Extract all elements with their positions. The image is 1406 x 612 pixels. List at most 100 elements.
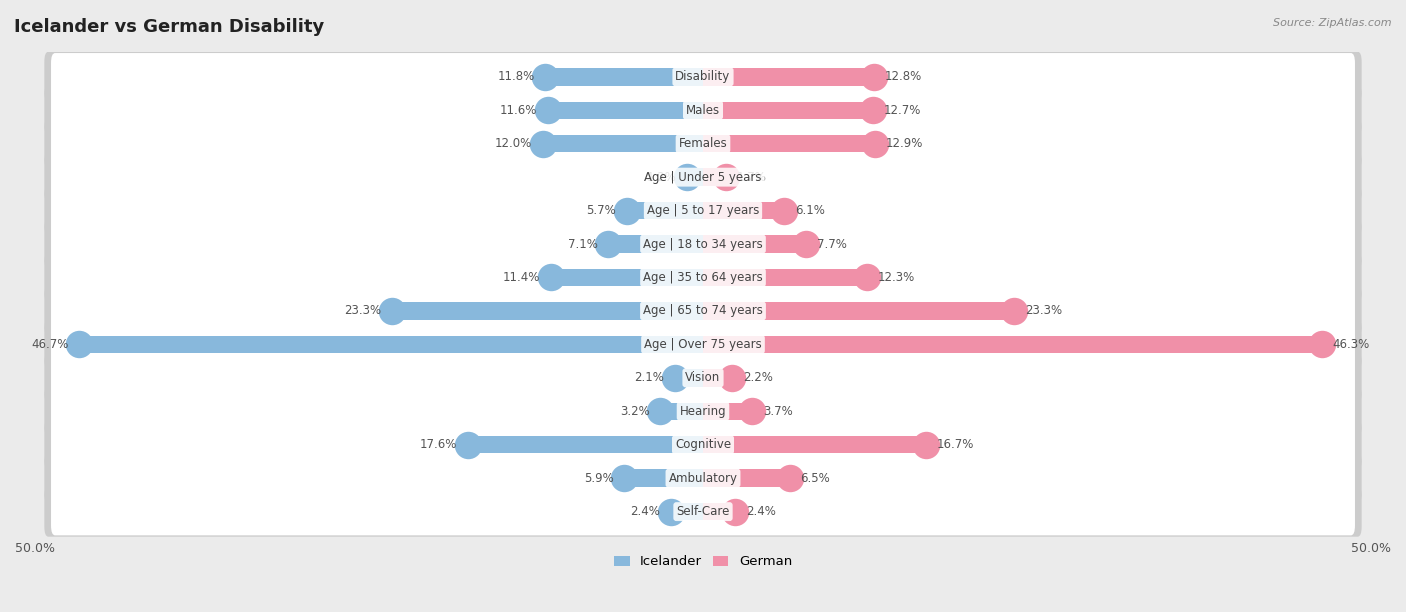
Bar (703, 336, 1322, 353)
FancyBboxPatch shape (51, 187, 1355, 234)
Text: Age | 35 to 64 years: Age | 35 to 64 years (643, 271, 763, 284)
Bar (703, 269, 868, 286)
Bar (548, 102, 703, 119)
Bar (671, 503, 703, 520)
Text: 2.2%: 2.2% (744, 371, 773, 384)
FancyBboxPatch shape (45, 185, 1361, 236)
Bar (468, 436, 703, 453)
Bar (79, 336, 703, 353)
Text: 3.7%: 3.7% (763, 405, 793, 418)
Text: 2.4%: 2.4% (630, 505, 661, 518)
Bar (703, 68, 875, 86)
Bar (703, 369, 733, 387)
FancyBboxPatch shape (51, 220, 1355, 268)
Text: 46.3%: 46.3% (1333, 338, 1369, 351)
Bar (703, 436, 927, 453)
FancyBboxPatch shape (51, 354, 1355, 401)
Text: Age | 5 to 17 years: Age | 5 to 17 years (647, 204, 759, 217)
Text: 12.7%: 12.7% (883, 104, 921, 117)
Bar (624, 469, 703, 487)
Text: Cognitive: Cognitive (675, 438, 731, 451)
Text: 16.7%: 16.7% (936, 438, 974, 451)
FancyBboxPatch shape (45, 319, 1361, 370)
Text: 3.2%: 3.2% (620, 405, 650, 418)
FancyBboxPatch shape (45, 453, 1361, 503)
FancyBboxPatch shape (45, 219, 1361, 269)
FancyBboxPatch shape (51, 488, 1355, 536)
Text: 23.3%: 23.3% (344, 304, 381, 318)
Text: 7.7%: 7.7% (817, 237, 846, 250)
Text: 11.4%: 11.4% (502, 271, 540, 284)
FancyBboxPatch shape (51, 120, 1355, 168)
Text: 5.9%: 5.9% (583, 472, 613, 485)
FancyBboxPatch shape (45, 52, 1361, 102)
Text: 2.1%: 2.1% (634, 371, 664, 384)
Bar (703, 168, 725, 186)
Text: 23.3%: 23.3% (1025, 304, 1062, 318)
FancyBboxPatch shape (51, 321, 1355, 368)
Bar (543, 135, 703, 152)
Bar (703, 135, 876, 152)
Bar (661, 403, 703, 420)
Bar (703, 503, 735, 520)
FancyBboxPatch shape (51, 154, 1355, 201)
FancyBboxPatch shape (51, 287, 1355, 335)
Text: Ambulatory: Ambulatory (668, 472, 738, 485)
Text: Source: ZipAtlas.com: Source: ZipAtlas.com (1274, 18, 1392, 28)
Text: 12.3%: 12.3% (877, 271, 915, 284)
Text: Females: Females (679, 137, 727, 150)
Bar (627, 202, 703, 219)
Legend: Icelander, German: Icelander, German (609, 550, 797, 574)
Text: 2.4%: 2.4% (745, 505, 776, 518)
Bar (688, 168, 703, 186)
FancyBboxPatch shape (45, 386, 1361, 436)
Bar (703, 236, 806, 253)
Text: 12.9%: 12.9% (886, 137, 924, 150)
Text: Hearing: Hearing (679, 405, 727, 418)
Bar (703, 403, 752, 420)
Text: Age | 18 to 34 years: Age | 18 to 34 years (643, 237, 763, 250)
Text: Age | 65 to 74 years: Age | 65 to 74 years (643, 304, 763, 318)
FancyBboxPatch shape (51, 455, 1355, 502)
Bar (609, 236, 703, 253)
FancyBboxPatch shape (45, 85, 1361, 135)
Text: 12.8%: 12.8% (884, 70, 922, 83)
FancyBboxPatch shape (51, 53, 1355, 100)
Bar (703, 102, 873, 119)
Text: 6.5%: 6.5% (800, 472, 831, 485)
Text: Icelander vs German Disability: Icelander vs German Disability (14, 18, 325, 36)
Text: Vision: Vision (685, 371, 721, 384)
Bar (703, 302, 1014, 319)
Bar (675, 369, 703, 387)
FancyBboxPatch shape (51, 86, 1355, 134)
Text: Age | Under 5 years: Age | Under 5 years (644, 171, 762, 184)
FancyBboxPatch shape (45, 420, 1361, 470)
FancyBboxPatch shape (51, 421, 1355, 468)
Text: Disability: Disability (675, 70, 731, 83)
Text: 5.7%: 5.7% (586, 204, 616, 217)
FancyBboxPatch shape (45, 353, 1361, 403)
FancyBboxPatch shape (45, 152, 1361, 202)
FancyBboxPatch shape (51, 254, 1355, 301)
Text: 12.0%: 12.0% (495, 137, 531, 150)
Text: Age | Over 75 years: Age | Over 75 years (644, 338, 762, 351)
Bar (703, 469, 790, 487)
Bar (546, 68, 703, 86)
FancyBboxPatch shape (45, 252, 1361, 302)
FancyBboxPatch shape (45, 119, 1361, 169)
Bar (551, 269, 703, 286)
Text: 46.7%: 46.7% (31, 338, 69, 351)
Text: 17.6%: 17.6% (420, 438, 457, 451)
Text: 7.1%: 7.1% (568, 237, 598, 250)
Text: 1.7%: 1.7% (737, 171, 766, 184)
Text: Males: Males (686, 104, 720, 117)
Text: 11.6%: 11.6% (501, 104, 537, 117)
FancyBboxPatch shape (51, 387, 1355, 435)
Bar (703, 202, 785, 219)
Text: 1.2%: 1.2% (647, 171, 676, 184)
Bar (392, 302, 703, 319)
FancyBboxPatch shape (45, 286, 1361, 336)
Text: Self-Care: Self-Care (676, 505, 730, 518)
FancyBboxPatch shape (45, 487, 1361, 537)
Text: 11.8%: 11.8% (498, 70, 534, 83)
